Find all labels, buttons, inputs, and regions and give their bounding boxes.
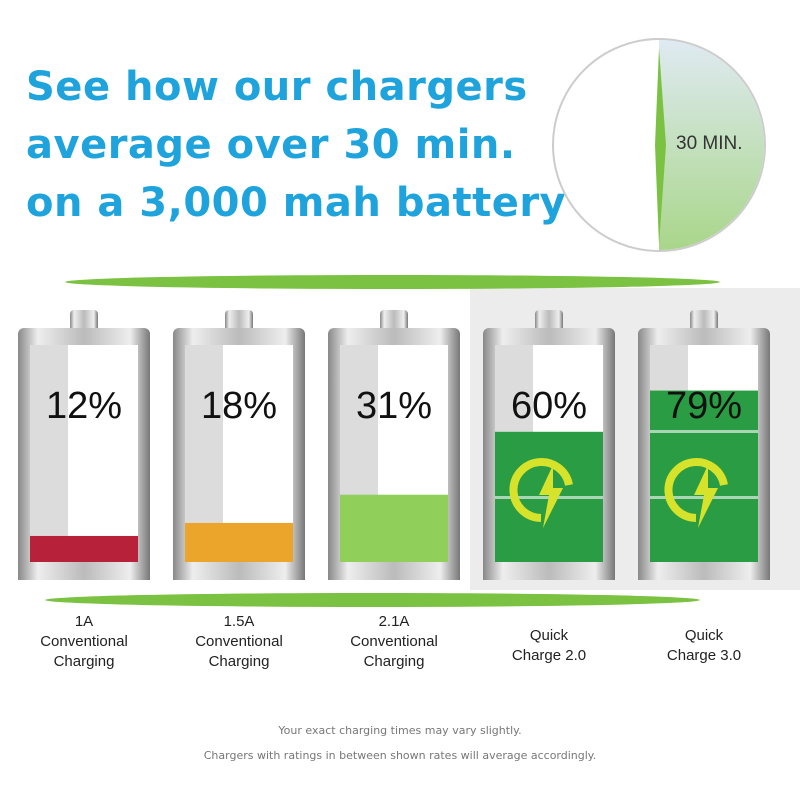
bolt: [539, 465, 563, 528]
quick-charge-bolt-icon: [664, 458, 728, 528]
category-label-line: 1A: [74, 613, 94, 630]
battery-fill: [185, 522, 293, 562]
category-label-line: 1.5A: [223, 613, 255, 630]
note-2: Chargers with ratings in between shown r…: [203, 749, 597, 762]
battery-3: 31%: [328, 310, 460, 580]
category-label-line: Conventional: [40, 633, 128, 650]
battery-1: 12%: [18, 310, 150, 580]
headline-line-1: See how our chargers: [26, 64, 528, 110]
battery-cap: [70, 310, 98, 332]
headline-line-2: average over 30 min.: [26, 122, 516, 168]
battery-base: [328, 562, 460, 580]
battery-base: [483, 562, 615, 580]
battery-cap: [380, 310, 408, 332]
category-label-line: 2.1A: [378, 613, 410, 630]
headline: See how our chargers average over 30 min…: [26, 58, 566, 232]
bolt-ring: [664, 458, 728, 522]
battery-fill-stripe: [650, 430, 758, 433]
clock-icon: 30 MIN.: [552, 38, 766, 252]
battery-fill: [340, 494, 448, 562]
category-label-line: Conventional: [350, 633, 438, 650]
battery-value-label: 18%: [201, 385, 277, 427]
bolt: [694, 465, 718, 528]
category-label-line: Quick: [529, 627, 569, 644]
battery-value-label: 60%: [511, 385, 587, 427]
category-label-line: Quick: [684, 627, 724, 644]
battery-2: 18%: [173, 310, 305, 580]
note-1: Your exact charging times may vary sligh…: [278, 724, 522, 737]
category-label-line: Charge 3.0: [666, 647, 742, 664]
top-divider: [65, 275, 720, 289]
headline-line-3: on a 3,000 mah battery: [26, 180, 567, 226]
category-label: Quick Charge 3.0: [629, 626, 779, 666]
category-label-line: Charging: [53, 653, 115, 670]
category-label: 2.1A Conventional Charging: [319, 612, 469, 672]
category-label: 1.5A Conventional Charging: [164, 612, 314, 672]
category-label-line: Charging: [363, 653, 425, 670]
battery-cap: [225, 310, 253, 332]
category-label: 1A Conventional Charging: [9, 612, 159, 672]
battery-fill: [30, 535, 138, 562]
bottom-divider: [45, 593, 700, 607]
quick-charge-bolt-icon: [509, 458, 573, 528]
category-label-line: Conventional: [195, 633, 283, 650]
battery-inner-shade: [30, 345, 68, 562]
clock-half-fill: [659, 40, 764, 250]
battery-value-label: 31%: [356, 385, 432, 427]
battery-cap: [535, 310, 563, 332]
category-label-line: Charge 2.0: [511, 647, 587, 664]
battery-cap: [690, 310, 718, 332]
clock-label: 30 MIN.: [676, 133, 743, 154]
battery-base: [638, 562, 770, 580]
battery-value-label: 12%: [46, 385, 122, 427]
battery-value-label: 79%: [666, 385, 742, 427]
category-label: Quick Charge 2.0: [474, 626, 624, 666]
category-label-line: Charging: [208, 653, 270, 670]
clock-hand-icon: [655, 48, 666, 245]
battery-chart: 12% 18% 31% 60% 79%: [18, 310, 770, 580]
battery-4: 60%: [483, 310, 615, 580]
battery-5: 79%: [638, 310, 770, 580]
battery-base: [18, 562, 150, 580]
battery-base: [173, 562, 305, 580]
bolt-ring: [509, 458, 573, 522]
